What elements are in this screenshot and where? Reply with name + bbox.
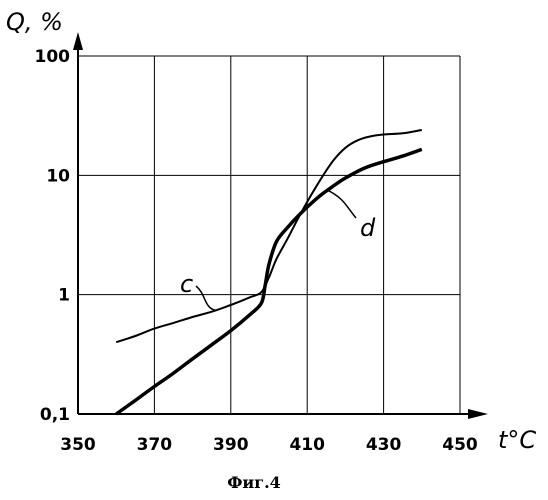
series-d-leader: [326, 190, 356, 218]
series-layer: [116, 130, 422, 414]
series-d-label: d: [360, 214, 376, 242]
series-c-leader: [196, 286, 216, 310]
series-c-label: c: [180, 270, 193, 298]
x-tick-label-390: 390: [213, 435, 249, 455]
y-axis-arrow: [73, 32, 83, 50]
figure-caption: Фиг.4: [227, 473, 281, 492]
x-tick-label-450: 450: [442, 435, 478, 455]
axes: [73, 32, 488, 419]
x-axis-arrow: [468, 409, 488, 419]
y-tick-label-100: 100: [35, 47, 71, 67]
labels-layer: 350 370 390 410 430 450 0,1 1 10 100 c d: [35, 47, 478, 455]
x-tick-label-370: 370: [137, 435, 173, 455]
y-axis-label: Q, %: [6, 8, 63, 36]
x-tick-label-350: 350: [60, 435, 96, 455]
x-tick-label-410: 410: [289, 435, 325, 455]
gridlines: [78, 56, 460, 414]
x-tick-label-430: 430: [366, 435, 402, 455]
y-tick-label-1: 1: [58, 286, 70, 306]
y-tick-label-10: 10: [46, 166, 70, 186]
y-tick-label-0_1: 0,1: [40, 405, 70, 425]
series-c-line: [116, 130, 422, 342]
x-axis-label: t°C: [498, 426, 536, 454]
series-d-line: [116, 149, 422, 414]
